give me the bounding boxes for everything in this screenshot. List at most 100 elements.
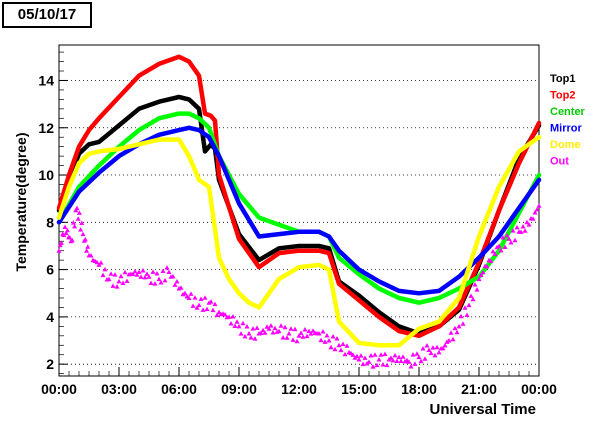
out-point [338, 347, 344, 353]
out-point [214, 312, 220, 318]
out-point [428, 350, 434, 356]
out-point [144, 271, 150, 276]
out-point [382, 351, 388, 356]
out-point [190, 303, 196, 308]
out-point [140, 268, 146, 273]
out-point [132, 268, 138, 274]
series-line-dome [56, 134, 542, 348]
out-point [82, 237, 88, 242]
out-point [70, 220, 76, 225]
out-point [264, 324, 270, 329]
out-point [314, 330, 320, 336]
out-point [150, 269, 156, 274]
out-point [454, 329, 460, 335]
out-point [148, 280, 154, 286]
out-point [354, 353, 360, 359]
out-point [268, 323, 274, 328]
out-point [374, 362, 380, 368]
x-tick-label: 00:00 [41, 381, 77, 397]
out-point [416, 354, 422, 360]
out-point [166, 269, 172, 274]
out-point [412, 361, 418, 366]
out-point [360, 361, 366, 367]
out-point [520, 223, 526, 229]
y-tick-label: 14 [38, 72, 54, 88]
out-point [56, 248, 62, 253]
out-point [272, 325, 278, 331]
out-point [498, 247, 504, 253]
out-point [318, 337, 324, 343]
out-point [480, 269, 486, 275]
out-point [67, 235, 73, 240]
out-point [160, 268, 166, 273]
legend-item-top2: Top2 [550, 90, 575, 102]
out-point [506, 236, 512, 241]
out-point [152, 281, 158, 286]
out-point [174, 279, 180, 284]
out-point [178, 285, 184, 290]
out-point [334, 336, 340, 341]
out-point [344, 343, 350, 348]
out-point [84, 248, 90, 253]
out-point [254, 325, 260, 330]
out-point [304, 333, 310, 339]
legend-item-mirror: Mirror [550, 123, 583, 135]
out-point [80, 231, 86, 237]
out-point [364, 361, 370, 366]
out-point [216, 309, 222, 315]
out-point [476, 276, 482, 282]
out-point [468, 293, 474, 298]
out-point [440, 345, 446, 351]
out-point [350, 352, 356, 357]
out-point [170, 273, 176, 279]
out-point [394, 358, 400, 363]
out-point [79, 220, 85, 226]
out-point [242, 333, 248, 339]
out-point [384, 362, 390, 368]
out-point [444, 339, 450, 344]
out-point [274, 329, 280, 334]
out-point [402, 358, 408, 364]
out-point [234, 319, 240, 324]
out-point [230, 314, 236, 319]
out-point [184, 293, 190, 299]
series-out [56, 203, 542, 369]
out-point [98, 260, 104, 265]
out-point [224, 314, 230, 320]
series-layer [56, 54, 542, 369]
x-tick-label: 21:00 [461, 381, 497, 397]
series-dome [56, 134, 542, 348]
out-point [472, 281, 478, 287]
out-point [388, 355, 394, 360]
series-line-top1 [56, 94, 542, 336]
out-point [248, 335, 254, 340]
out-point [452, 325, 458, 331]
out-point [494, 244, 500, 250]
out-point [400, 354, 406, 359]
out-point [298, 330, 304, 335]
out-point [204, 306, 210, 312]
out-point [414, 351, 420, 356]
out-point [108, 271, 114, 276]
out-point [324, 333, 330, 338]
out-point [510, 228, 516, 233]
plot-frame [58, 44, 540, 377]
out-point [88, 253, 94, 258]
out-point [114, 284, 120, 289]
out-point [464, 312, 470, 317]
out-point [200, 307, 206, 312]
out-point [500, 234, 506, 240]
out-point [252, 336, 258, 341]
series-center [56, 111, 542, 305]
out-point [522, 228, 528, 233]
series-top2 [56, 54, 542, 339]
out-point [512, 237, 518, 243]
out-point [398, 358, 404, 364]
out-point [198, 296, 204, 302]
legend-item-dome: Dome [550, 139, 581, 151]
out-point [69, 237, 75, 243]
out-point [450, 336, 456, 342]
series-top1 [56, 94, 542, 336]
out-point [504, 232, 510, 238]
out-point [456, 323, 462, 329]
